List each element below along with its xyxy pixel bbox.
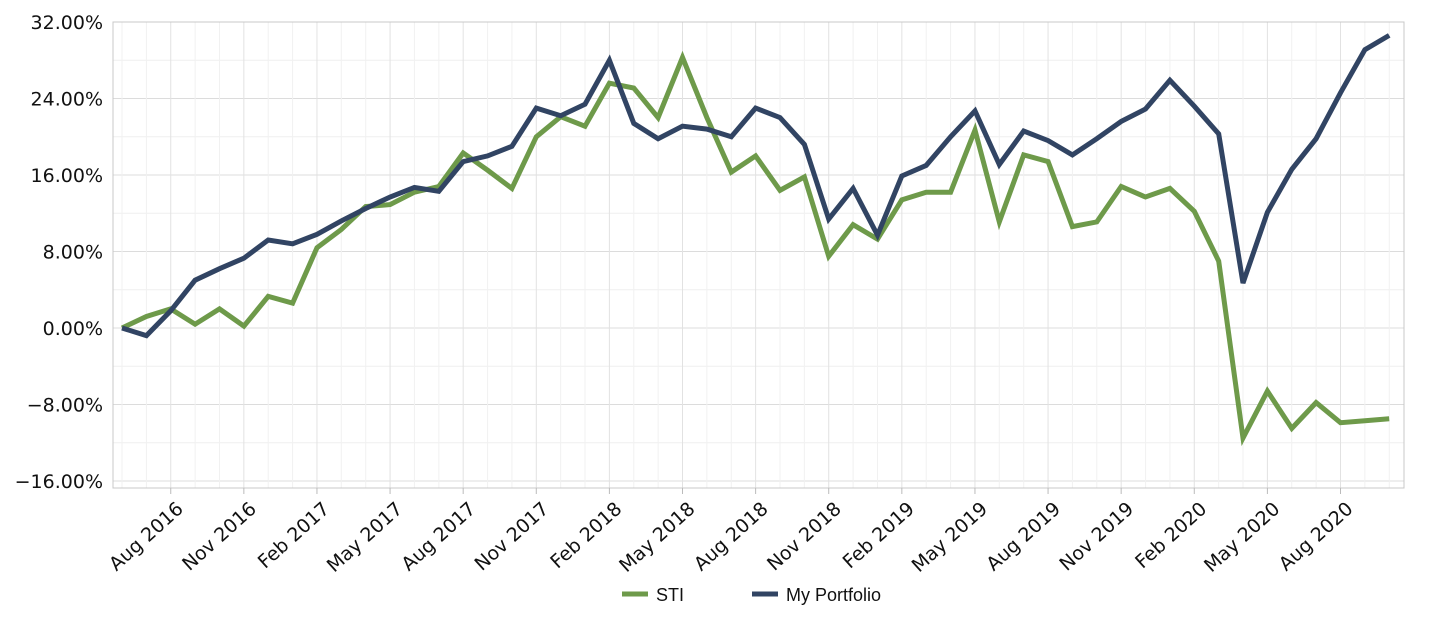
x-tick-label: May 2019 (908, 498, 992, 577)
grid-lines (113, 21, 1404, 488)
y-tick-label: 24.00% (31, 89, 103, 111)
x-tick-label: Aug 2020 (1275, 498, 1358, 576)
legend-label: STI (656, 585, 684, 605)
series-line-my-portfolio (121, 33, 1391, 339)
y-tick-label: 32.00% (31, 12, 103, 34)
x-tick-label: Nov 2018 (763, 498, 846, 576)
y-tick-label: 16.00% (31, 165, 103, 187)
series-lines (120, 33, 1391, 447)
series-line-sti (120, 50, 1390, 447)
x-tick-label: Nov 2016 (178, 498, 261, 576)
x-tick-label: Aug 2018 (690, 498, 773, 576)
x-tick-label: Feb 2019 (839, 498, 919, 573)
x-tick-label: May 2020 (1200, 498, 1284, 577)
legend-item-my-portfolio[interactable]: My Portfolio (752, 585, 881, 605)
x-tick-label: Feb 2017 (254, 498, 334, 573)
y-tick-label: 0.00% (43, 318, 103, 340)
x-tick-label: Aug 2016 (105, 498, 188, 576)
y-tick-label: −16.00% (15, 471, 103, 493)
y-tick-label: 8.00% (43, 242, 103, 264)
y-axis-tick-labels: 32.00% 24.00% 16.00% 8.00% 0.00% −8.00% −16.00… (15, 12, 103, 493)
x-tick-label: Feb 2020 (1131, 498, 1211, 573)
legend[interactable]: STI My Portfolio (622, 585, 881, 605)
plot-area-border (112, 21, 1405, 489)
x-tick-label: Feb 2018 (546, 498, 626, 573)
x-tick-label: May 2017 (323, 498, 407, 577)
x-tick-label: Aug 2019 (982, 498, 1065, 576)
legend-label: My Portfolio (786, 585, 881, 605)
x-tick-label: Aug 2017 (397, 498, 480, 576)
x-tick-label: Nov 2017 (471, 498, 554, 576)
y-tick-label: −8.00% (27, 395, 103, 417)
legend-item-sti[interactable]: STI (622, 585, 684, 605)
x-tick-label: May 2018 (615, 498, 699, 577)
x-tick-label: Nov 2019 (1055, 498, 1138, 576)
